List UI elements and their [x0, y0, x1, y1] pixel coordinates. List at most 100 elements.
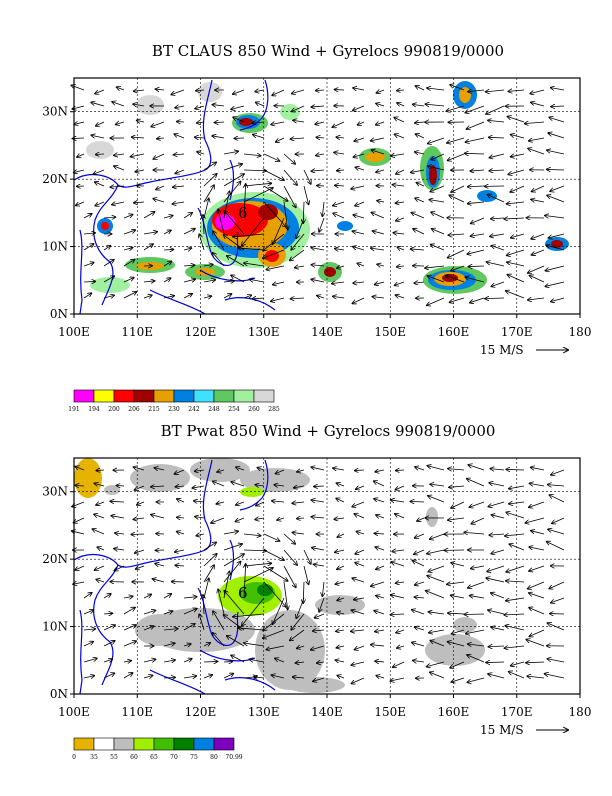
wind-vector: [415, 534, 424, 538]
wind-vector: [353, 215, 364, 218]
wind-vector: [504, 218, 524, 219]
wind-vector: [486, 662, 504, 663]
wind-vector: [124, 625, 136, 630]
wind-vector: [249, 279, 264, 282]
wind-vector: [511, 234, 524, 238]
colorbar-swatch: [134, 390, 154, 402]
wind-vector: [297, 518, 304, 519]
colorbar-swatch: [154, 738, 174, 750]
storm-marker: 6: [238, 204, 248, 222]
wind-vector: [336, 630, 344, 631]
wind-vector: [184, 229, 195, 234]
wind-vector: [254, 677, 264, 678]
wind-vector: [432, 229, 444, 234]
wind-vector: [465, 138, 484, 142]
lon-label: 120E: [185, 325, 217, 339]
wind-vector: [84, 642, 93, 646]
wind-vector: [449, 195, 464, 202]
wind-vector: [244, 534, 261, 536]
wind-vector: [377, 201, 384, 202]
colorbar-label: 65: [150, 754, 158, 761]
lon-label: 140E: [311, 705, 343, 719]
lon-label: 140E: [311, 325, 343, 339]
wind-vector: [371, 645, 384, 646]
wind-vector: [491, 550, 504, 554]
wind-vector: [214, 122, 224, 123]
wind-vector: [124, 215, 133, 218]
wind-vector: [95, 202, 104, 206]
lon-label: 100E: [58, 325, 90, 339]
wind-vector: [448, 613, 464, 614]
colorbar-label: 230: [168, 406, 180, 413]
wind-vector: [244, 183, 271, 186]
wind-vector: [184, 213, 192, 218]
wind-vector: [415, 582, 424, 585]
wind-vector: [355, 550, 364, 554]
wind-vector: [351, 678, 364, 684]
wind-vector: [427, 298, 444, 305]
wind-vector: [395, 202, 404, 203]
colorbar-swatch: [174, 390, 194, 402]
wind-vector: [488, 502, 504, 507]
wind-vector: [396, 470, 404, 471]
wind-vector: [529, 138, 544, 141]
wind-vector: [548, 133, 564, 138]
wind-vector: [322, 202, 324, 216]
wind-vector: [506, 581, 524, 582]
colorbar-label: 80: [210, 754, 218, 761]
wind-vector: [507, 250, 524, 255]
wind-vector: [333, 213, 344, 218]
wind-vector: [430, 534, 444, 539]
wind-vector: [177, 532, 184, 534]
wind-vector: [144, 594, 151, 598]
wind-vector: [427, 550, 444, 554]
wind-vector: [511, 135, 524, 138]
wind-vector: [391, 562, 404, 566]
wind-vector: [491, 593, 504, 598]
wind-vector: [153, 154, 164, 159]
wind-vector: [531, 250, 544, 255]
wind-vector: [504, 614, 524, 615]
wind-vector: [545, 266, 564, 271]
wind-vector: [548, 529, 564, 534]
wind-vector: [151, 515, 164, 518]
wind-vector: [509, 672, 524, 678]
wind-vector: [395, 514, 404, 518]
wind-vector: [84, 676, 94, 678]
wind-vector: [284, 170, 297, 185]
wind-vector: [371, 248, 384, 250]
wind-vector: [336, 483, 344, 486]
wind-vector: [124, 596, 133, 598]
wind-vector: [151, 122, 164, 127]
wind-vector: [115, 533, 124, 534]
wind-vector: [507, 202, 524, 204]
colorbar-swatch: [134, 738, 154, 750]
wind-vector: [337, 566, 344, 569]
wind-vector: [417, 518, 424, 521]
wind-vector: [212, 105, 224, 106]
wind-vector: [448, 469, 464, 470]
wind-vector: [335, 249, 344, 250]
colorbar-label: 70: [170, 754, 178, 761]
wind-vector: [333, 202, 344, 206]
lat-label: 10N: [42, 620, 68, 634]
wind-vector: [446, 106, 464, 111]
wind-vector: [335, 582, 344, 584]
wind-vector: [224, 531, 238, 534]
wind-vector: [195, 106, 204, 109]
wind-vector: [354, 514, 364, 518]
colorbar-label: 260: [248, 406, 260, 413]
wind-vector: [351, 186, 364, 189]
wind-vector: [468, 582, 484, 588]
wind-vector: [244, 170, 266, 171]
lon-label: 160E: [438, 705, 470, 719]
wind-vector: [372, 297, 384, 298]
colorbar-swatch: [214, 390, 234, 402]
wind-vector: [84, 658, 97, 662]
wind-vector: [273, 282, 284, 285]
wind-vector: [391, 500, 404, 502]
colorbar-label: 242: [188, 406, 200, 413]
wind-vector: [204, 296, 211, 298]
wind-vector: [114, 154, 124, 155]
colorbar-swatch: [94, 390, 114, 402]
